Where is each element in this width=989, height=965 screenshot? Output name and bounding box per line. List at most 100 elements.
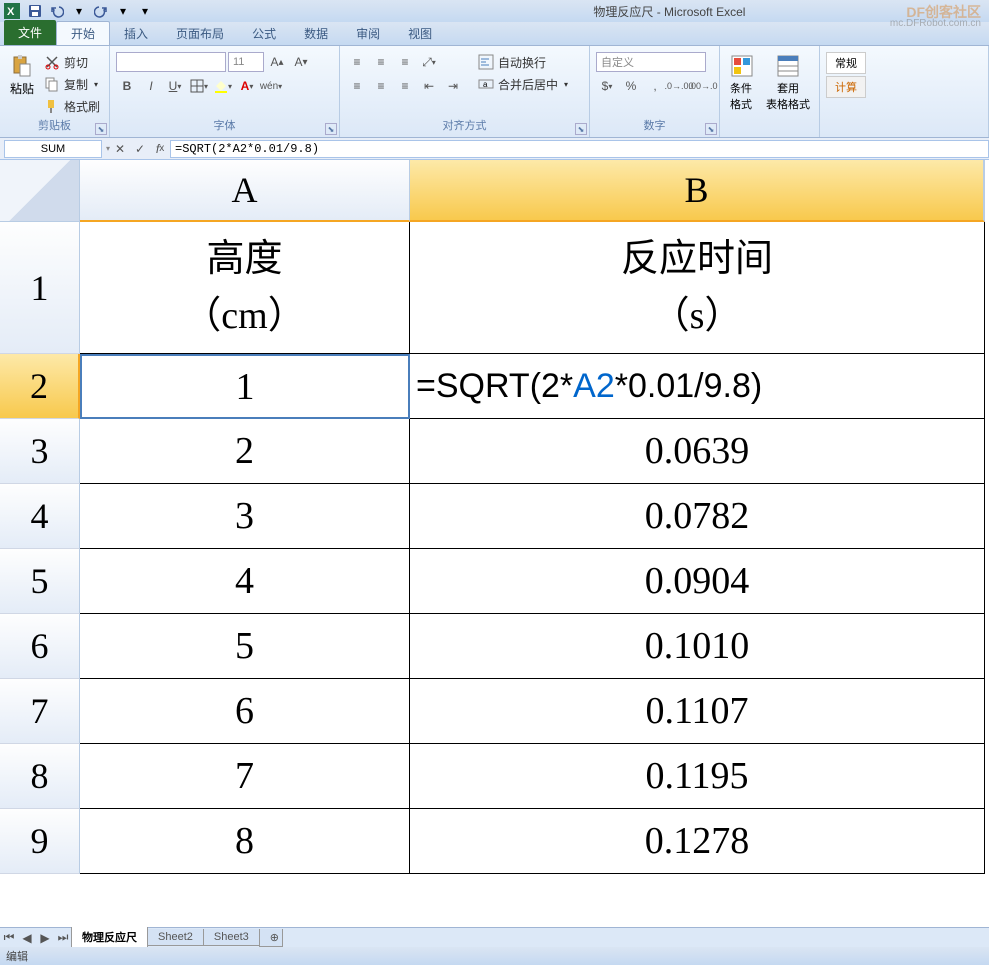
align-bottom-button[interactable]: ≡ (394, 52, 416, 72)
border-button[interactable]: ▾ (188, 76, 210, 96)
decrease-decimal-button[interactable]: .00→.0 (692, 76, 714, 96)
cancel-formula-button[interactable]: ✕ (110, 139, 130, 159)
name-box[interactable]: SUM (4, 140, 102, 158)
row-header-5[interactable]: 5 (0, 549, 80, 614)
tab-insert[interactable]: 插入 (110, 22, 162, 45)
row-header-3[interactable]: 3 (0, 419, 80, 484)
cell-a6[interactable]: 5 (80, 614, 410, 679)
row-header-6[interactable]: 6 (0, 614, 80, 679)
cell-a8[interactable]: 7 (80, 744, 410, 809)
cell-b5[interactable]: 0.0904 (410, 549, 985, 614)
sheet-nav-prev[interactable]: ◀ (18, 929, 36, 947)
formula-input[interactable]: =SQRT(2*A2*0.01/9.8) (170, 140, 989, 158)
cell-b6[interactable]: 0.1010 (410, 614, 985, 679)
percent-button[interactable]: % (620, 76, 642, 96)
currency-button[interactable]: $▾ (596, 76, 618, 96)
phonetic-button[interactable]: wén▾ (260, 76, 282, 96)
font-launcher[interactable]: ⬊ (325, 123, 337, 135)
tab-file[interactable]: 文件 (4, 20, 56, 45)
font-color-button[interactable]: A▾ (236, 76, 258, 96)
cell-a1[interactable]: 高度 （cm） (80, 222, 410, 354)
fx-button[interactable]: fx (150, 139, 170, 159)
row-header-9[interactable]: 9 (0, 809, 80, 874)
cell-b9[interactable]: 0.1278 (410, 809, 985, 874)
italic-button[interactable]: I (140, 76, 162, 96)
cell-b8[interactable]: 0.1195 (410, 744, 985, 809)
cell-b4[interactable]: 0.0782 (410, 484, 985, 549)
cell-b7[interactable]: 0.1107 (410, 679, 985, 744)
row-header-4[interactable]: 4 (0, 484, 80, 549)
save-button[interactable] (26, 2, 44, 20)
select-all-corner[interactable] (0, 160, 80, 222)
qat-customize[interactable]: ▾ (136, 2, 154, 20)
decrease-font-button[interactable]: A▾ (290, 52, 312, 72)
align-launcher[interactable]: ⬊ (575, 123, 587, 135)
style-normal[interactable]: 常规 (826, 52, 866, 74)
paste-button[interactable]: 粘贴 (6, 52, 38, 99)
col-header-a[interactable]: A (80, 160, 410, 222)
number-launcher[interactable]: ⬊ (705, 123, 717, 135)
tab-layout[interactable]: 页面布局 (162, 22, 238, 45)
fill-color-button[interactable]: ▾ (212, 76, 234, 96)
conditional-format-button[interactable]: 条件格式 (726, 52, 758, 114)
cell-a9[interactable]: 8 (80, 809, 410, 874)
styles-group-label (726, 133, 813, 135)
row-header-7[interactable]: 7 (0, 679, 80, 744)
row-header-1[interactable]: 1 (0, 222, 80, 354)
align-group-label: 对齐方式 (346, 117, 583, 135)
cell-b1[interactable]: 反应时间 （s） (410, 222, 985, 354)
sheet-nav-next[interactable]: ▶ (36, 929, 54, 947)
redo-button[interactable] (92, 2, 110, 20)
increase-indent-button[interactable]: ⇥ (442, 76, 464, 96)
sheet-tab-3[interactable]: Sheet3 (203, 929, 260, 946)
align-left-button[interactable]: ≡ (346, 76, 368, 96)
row-header-8[interactable]: 8 (0, 744, 80, 809)
table-format-label: 套用 表格格式 (766, 80, 810, 112)
cell-b2[interactable]: =SQRT(2*A2*0.01/9.8) (410, 354, 985, 419)
number-format-combo[interactable]: 自定义 (596, 52, 706, 72)
cell-a7[interactable]: 6 (80, 679, 410, 744)
align-right-button[interactable]: ≡ (394, 76, 416, 96)
col-header-b[interactable]: B (410, 160, 985, 222)
copy-button[interactable]: 复制▾ (42, 74, 102, 94)
wrap-text-button[interactable]: 自动换行 (476, 52, 570, 72)
sheet-nav-first[interactable]: ⏮ (0, 929, 18, 947)
qat-dropdown[interactable]: ▾ (70, 2, 88, 20)
cut-button[interactable]: 剪切 (42, 52, 102, 72)
align-middle-button[interactable]: ≡ (370, 52, 392, 72)
tab-data[interactable]: 数据 (290, 22, 342, 45)
sheet-tab-1[interactable]: 物理反应尺 (71, 927, 148, 949)
cell-b3[interactable]: 0.0639 (410, 419, 985, 484)
merge-button[interactable]: a合并后居中▾ (476, 74, 570, 94)
tab-view[interactable]: 视图 (394, 22, 446, 45)
comma-button[interactable]: , (644, 76, 666, 96)
cell-a5[interactable]: 4 (80, 549, 410, 614)
undo-button[interactable] (48, 2, 66, 20)
increase-decimal-button[interactable]: .0→.00 (668, 76, 690, 96)
font-size-combo[interactable]: 11 (228, 52, 264, 72)
row-header-2[interactable]: 2 (0, 354, 80, 419)
table-format-button[interactable]: 套用 表格格式 (762, 52, 814, 114)
new-sheet-button[interactable]: ⊕ (259, 929, 283, 947)
align-top-button[interactable]: ≡ (346, 52, 368, 72)
cell-a2[interactable]: 1 (80, 354, 410, 419)
cell-a3[interactable]: 2 (80, 419, 410, 484)
font-family-combo[interactable] (116, 52, 226, 72)
orientation-button[interactable]: ⤢▾ (418, 52, 440, 72)
cell-a4[interactable]: 3 (80, 484, 410, 549)
bold-button[interactable]: B (116, 76, 138, 96)
increase-font-button[interactable]: A▴ (266, 52, 288, 72)
tab-review[interactable]: 审阅 (342, 22, 394, 45)
sheet-nav-last[interactable]: ⏭ (54, 929, 72, 947)
underline-button[interactable]: U▾ (164, 76, 186, 96)
tab-formula[interactable]: 公式 (238, 22, 290, 45)
clipboard-launcher[interactable]: ⬊ (95, 123, 107, 135)
accept-formula-button[interactable]: ✓ (130, 139, 150, 159)
align-center-button[interactable]: ≡ (370, 76, 392, 96)
decrease-indent-button[interactable]: ⇤ (418, 76, 440, 96)
format-painter-button[interactable]: 格式刷 (42, 96, 102, 116)
style-calc[interactable]: 计算 (826, 76, 866, 98)
tab-home[interactable]: 开始 (56, 21, 110, 45)
qat-dropdown-2[interactable]: ▾ (114, 2, 132, 20)
sheet-tab-2[interactable]: Sheet2 (147, 929, 204, 946)
